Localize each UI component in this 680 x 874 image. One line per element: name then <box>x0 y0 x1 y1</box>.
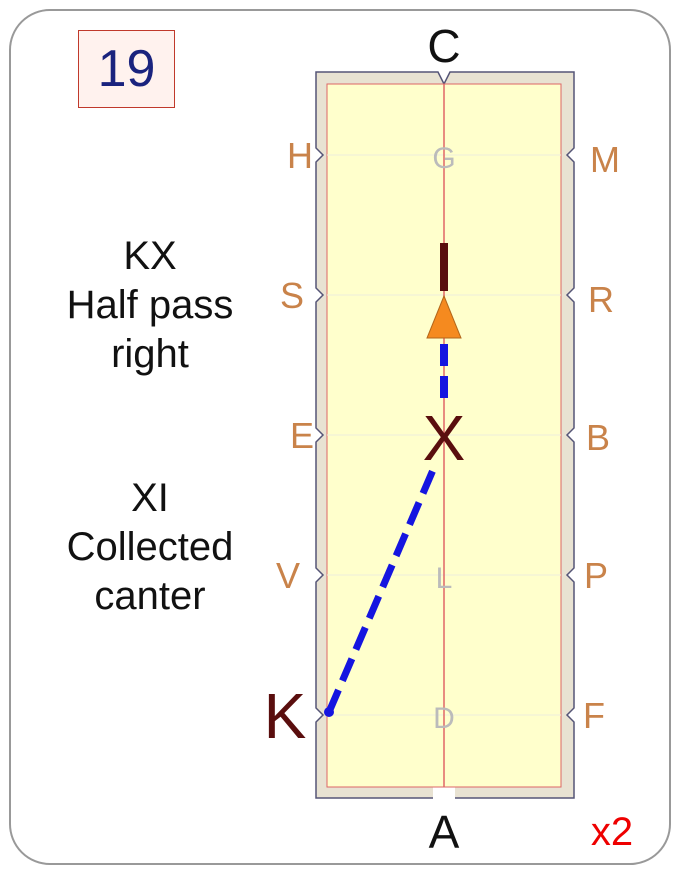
letter-x: X <box>423 402 466 474</box>
letter-m: M <box>590 139 620 180</box>
letter-b: B <box>586 417 610 458</box>
letter-f: F <box>583 695 605 736</box>
letter-g: G <box>432 142 455 175</box>
route-half-pass <box>325 468 437 714</box>
movement-kx-title: KX <box>123 234 177 278</box>
letter-p: P <box>584 555 608 596</box>
letter-r: R <box>588 279 614 320</box>
letter-a: A <box>429 806 460 858</box>
movement-kx-line1: Half pass <box>66 282 234 327</box>
letter-v: V <box>276 555 300 596</box>
card-number: 19 <box>97 40 156 98</box>
letter-l: L <box>436 562 453 595</box>
letter-d: D <box>433 702 455 735</box>
letter-c: C <box>427 20 460 72</box>
movement-kx-line2: right <box>111 331 189 376</box>
card-number-box: 19 <box>78 30 175 108</box>
movement-xi-title: XI <box>131 476 169 520</box>
route-start-dot <box>324 707 334 717</box>
movement-xi-line2: canter <box>94 573 206 618</box>
letter-k: K <box>264 680 307 752</box>
route-arrow-icon <box>426 294 462 339</box>
arena-entrance-gap <box>433 786 455 800</box>
letter-s: S <box>280 275 304 316</box>
letter-i <box>440 243 448 291</box>
movement-xi: XI Collected canter <box>20 474 280 620</box>
repeat-count: x2 <box>591 810 633 854</box>
letter-e: E <box>290 415 314 456</box>
letter-h: H <box>287 135 313 176</box>
movement-xi-line1: Collected <box>66 524 234 569</box>
movement-kx: KX Half pass right <box>20 232 280 378</box>
